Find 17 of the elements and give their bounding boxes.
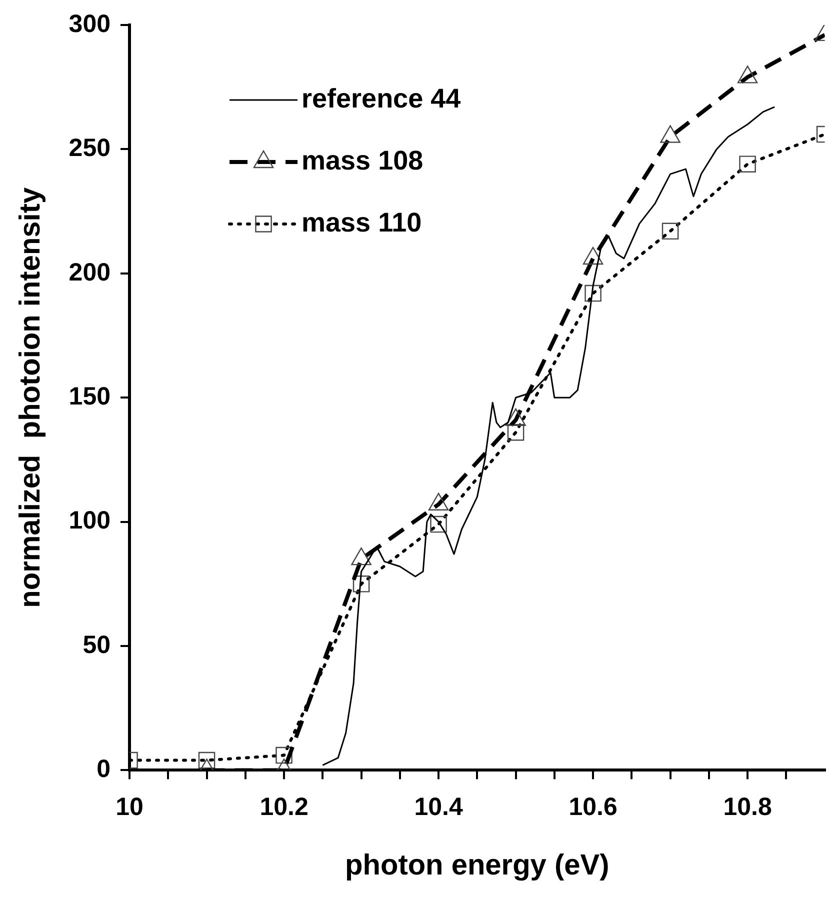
y-tick-label: 50 — [82, 630, 111, 659]
y-tick-label: 100 — [68, 506, 111, 535]
y-axis-title: normalized photoion intensity — [14, 187, 46, 608]
x-tick-label: 10.2 — [260, 793, 308, 822]
legend-label: mass 110 — [302, 207, 422, 238]
y-tick-label: 0 — [96, 755, 111, 784]
legend-label: mass 108 — [302, 145, 424, 176]
x-tick-label: 10.6 — [568, 793, 618, 822]
legend-label: reference 44 — [302, 83, 461, 114]
y-tick-label: 150 — [68, 382, 111, 410]
x-tick-label: 10.8 — [723, 793, 772, 822]
y-tick-label: 250 — [68, 134, 111, 162]
x-tick-label: 10.4 — [414, 793, 463, 822]
x-tick-label: 10 — [116, 793, 144, 822]
y-tick-label: 300 — [68, 10, 111, 38]
x-axis-title: photon energy (eV) — [345, 850, 610, 882]
y-tick-label: 200 — [68, 258, 111, 286]
